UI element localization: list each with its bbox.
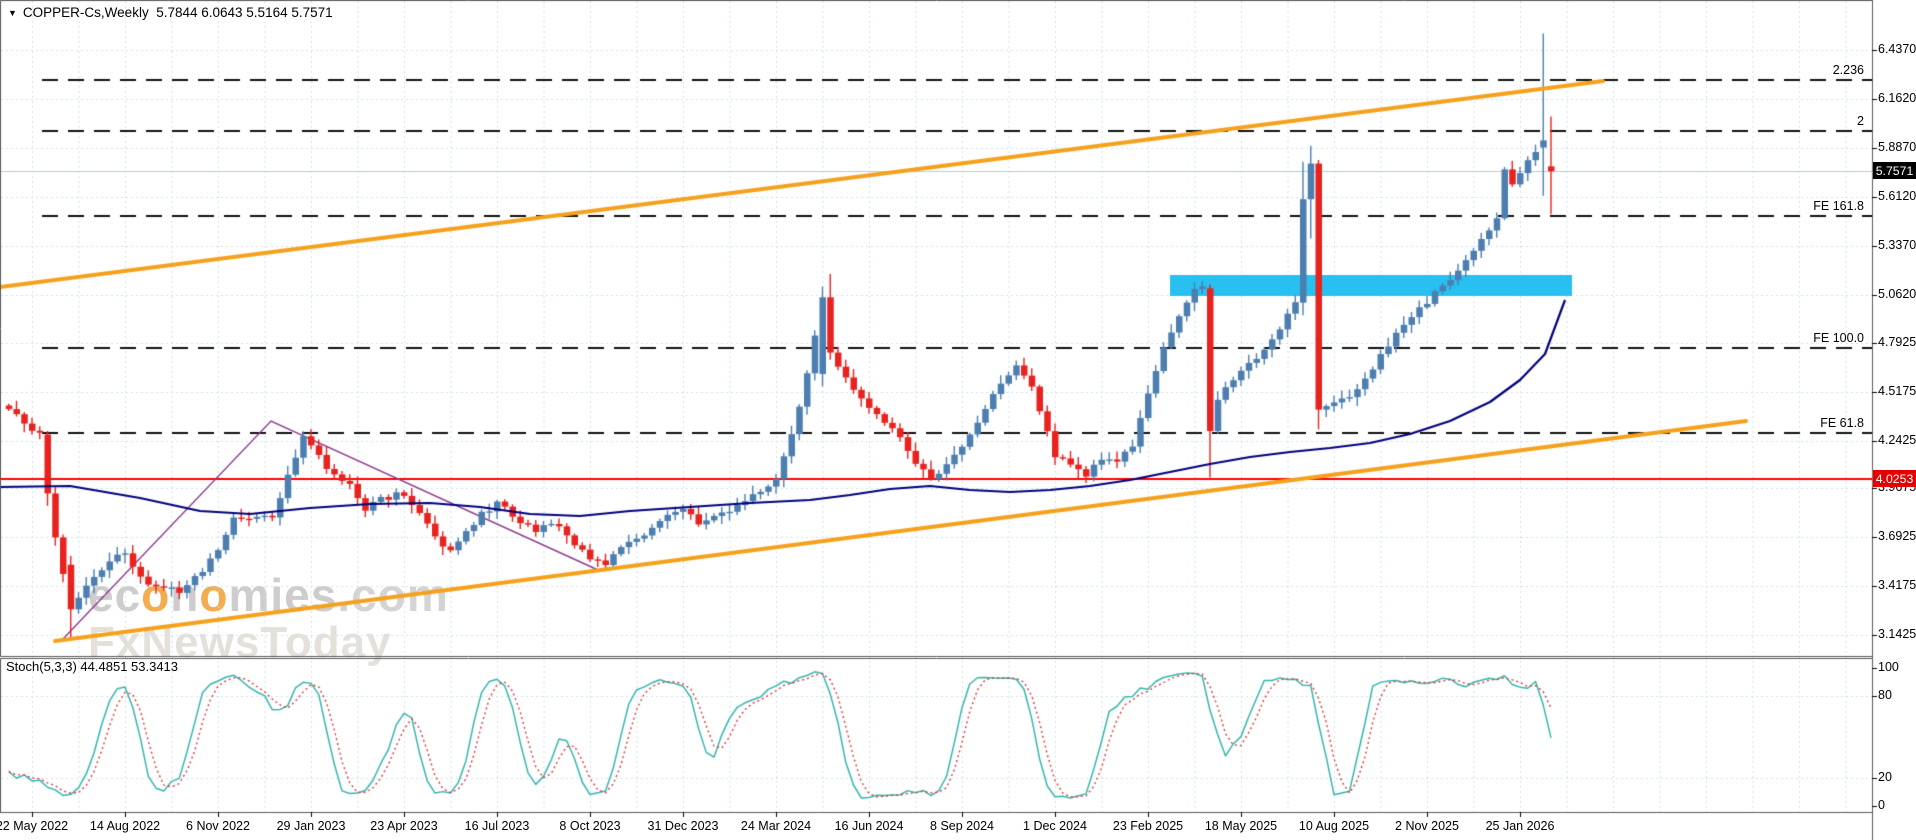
chart-canvas[interactable]: [0, 0, 1916, 840]
chart-window: { "window": { "symbol_title": "COPPER-Cs…: [0, 0, 1916, 840]
